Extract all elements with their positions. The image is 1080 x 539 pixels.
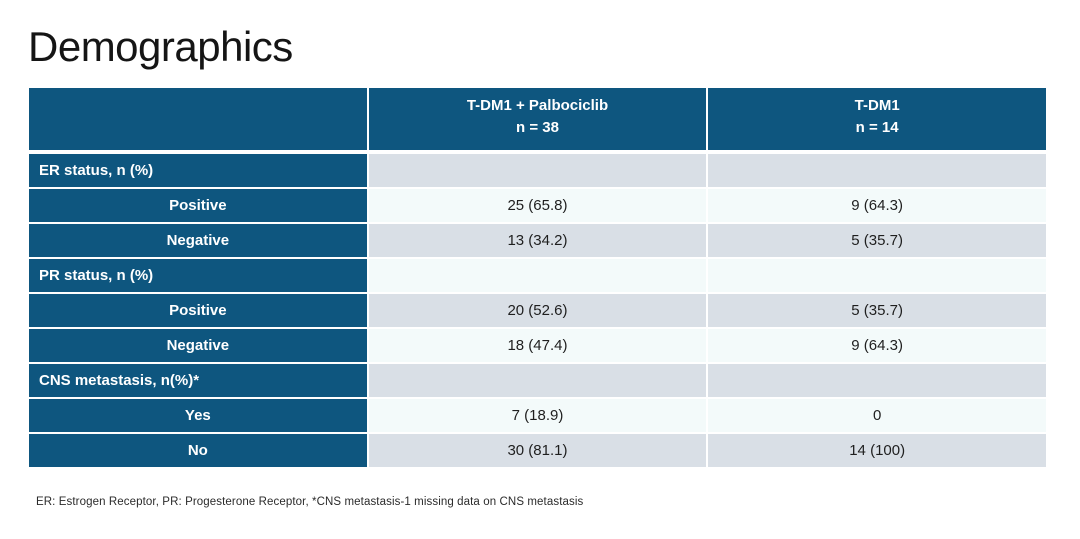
cell-value: 9 (64.3) — [708, 329, 1046, 362]
row-label-yes: Yes — [29, 399, 367, 432]
table-row: No 30 (81.1) 14 (100) — [29, 434, 1046, 467]
cell-value — [708, 154, 1046, 187]
cell-value: 20 (52.6) — [368, 294, 707, 327]
cell-value: 25 (65.8) — [368, 189, 707, 222]
cell-value — [368, 259, 707, 292]
table-row: Yes 7 (18.9) 0 — [29, 399, 1046, 432]
cell-value: 7 (18.9) — [368, 399, 707, 432]
cell-value: 14 (100) — [708, 434, 1046, 467]
header-arm-n: n = 14 — [855, 118, 899, 136]
cell-value: 30 (81.1) — [368, 434, 707, 467]
page-title: Demographics — [28, 23, 293, 70]
row-label-positive: Positive — [29, 189, 367, 222]
demographics-table: T-DM1 + Palbociclib n = 38 T-DM1 n = 14 … — [27, 86, 1048, 469]
cell-value — [368, 154, 707, 187]
footnote: ER: Estrogen Receptor, PR: Progesterone … — [36, 496, 584, 508]
row-label-negative: Negative — [29, 329, 367, 362]
header-arm-n: n = 38 — [516, 118, 559, 136]
table-row: ER status, n (%) — [29, 154, 1046, 187]
cell-value — [708, 364, 1046, 397]
row-label-pr-status: PR status, n (%) — [29, 259, 367, 292]
header-arm-name: T-DM1 — [854, 97, 900, 114]
header-cell-tdm1: T-DM1 n = 14 — [708, 88, 1046, 152]
table-row: CNS metastasis, n(%)* — [29, 364, 1046, 397]
table-row: Negative 18 (47.4) 9 (64.3) — [29, 329, 1046, 362]
header-cell-empty — [29, 88, 367, 152]
row-label-cns-metastasis: CNS metastasis, n(%)* — [29, 364, 367, 397]
row-label-positive: Positive — [29, 294, 367, 327]
cell-value: 13 (34.2) — [368, 224, 707, 257]
cell-value: 9 (64.3) — [708, 189, 1046, 222]
row-label-no: No — [29, 434, 367, 467]
table-row: PR status, n (%) — [29, 259, 1046, 292]
cell-value: 18 (47.4) — [368, 329, 707, 362]
cell-value — [708, 259, 1046, 292]
header-cell-tdm1-palbociclib: T-DM1 + Palbociclib n = 38 — [368, 88, 707, 152]
cell-value: 5 (35.7) — [708, 294, 1046, 327]
cell-value — [368, 364, 707, 397]
row-label-negative: Negative — [29, 224, 367, 257]
table-row: Negative 13 (34.2) 5 (35.7) — [29, 224, 1046, 257]
cell-value: 0 — [708, 399, 1046, 432]
table-header-row: T-DM1 + Palbociclib n = 38 T-DM1 n = 14 — [29, 88, 1046, 152]
row-label-er-status: ER status, n (%) — [29, 154, 367, 187]
cell-value: 5 (35.7) — [708, 224, 1046, 257]
table-row: Positive 20 (52.6) 5 (35.7) — [29, 294, 1046, 327]
header-arm-name: T-DM1 + Palbociclib — [466, 97, 609, 114]
table-row: Positive 25 (65.8) 9 (64.3) — [29, 189, 1046, 222]
